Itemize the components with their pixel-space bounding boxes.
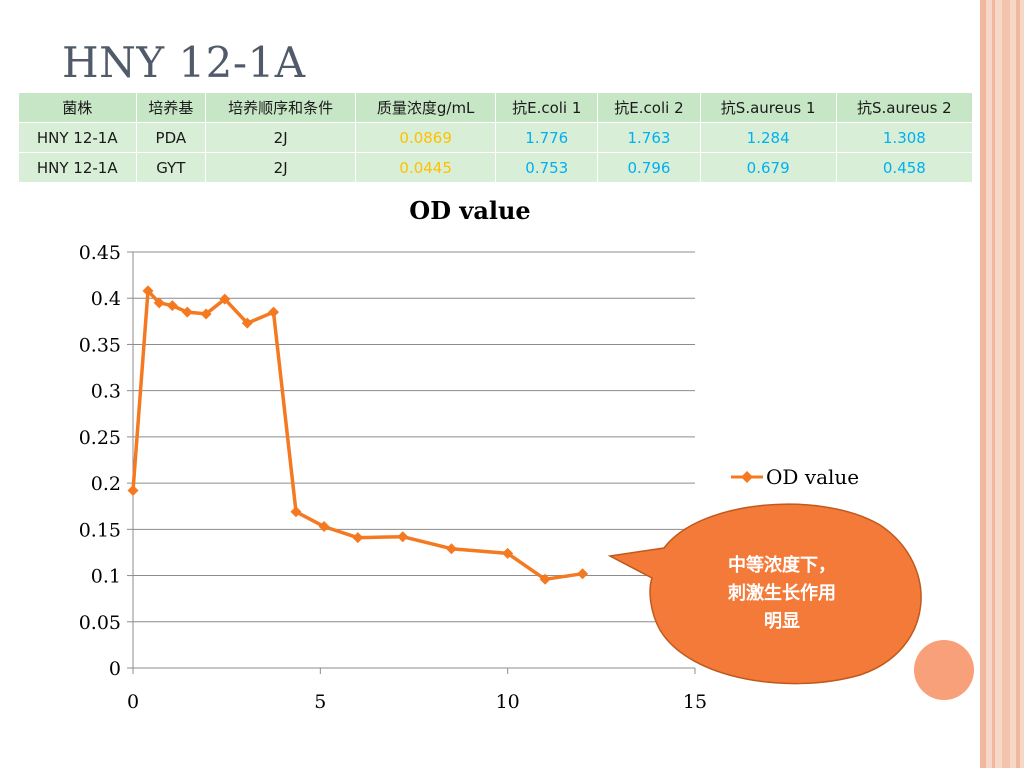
data-point (318, 521, 330, 533)
corner-circle-decoration (914, 640, 974, 700)
cell-saureus-2: 0.458 (835, 152, 974, 183)
cell-ecoli-1: 0.753 (495, 152, 599, 183)
cell-saureus-1: 0.679 (699, 152, 837, 183)
chart-gridlines (133, 251, 695, 623)
y-tick-label: 0.35 (79, 334, 121, 356)
data-point (127, 485, 139, 497)
cell-saureus-1: 1.284 (699, 122, 837, 153)
y-tick-label: 0.05 (79, 612, 121, 634)
y-tick-label: 0 (109, 658, 121, 680)
legend-label: OD value (766, 465, 860, 489)
data-point (153, 297, 165, 309)
data-point (241, 317, 253, 329)
data-point (268, 306, 279, 318)
stripe (980, 0, 986, 768)
header-culture-condition: 培养顺序和条件 (205, 92, 357, 123)
results-table: 菌株 培养基 培养顺序和条件 质量浓度g/mL 抗E.coli 1 抗E.col… (18, 92, 974, 183)
header-medium: 培养基 (135, 92, 207, 123)
header-ecoli-2: 抗E.coli 2 (597, 92, 701, 123)
cell-ecoli-2: 1.763 (597, 122, 701, 153)
cell-condition: 2J (205, 152, 357, 183)
x-tick-label: 15 (683, 691, 707, 713)
chart-title: OD value (409, 196, 531, 225)
cell-strain: HNY 12-1A (18, 152, 137, 183)
slide-title: HNY 12-1A (62, 38, 306, 87)
callout-line: 中等浓度下， (728, 555, 836, 576)
callout-bubble (607, 503, 922, 685)
cell-condition: 2J (205, 122, 357, 153)
table-header-row: 菌株 培养基 培养顺序和条件 质量浓度g/mL 抗E.coli 1 抗E.col… (18, 92, 974, 123)
y-tick-label: 0.45 (79, 242, 121, 264)
data-point (539, 573, 551, 585)
cell-medium: GYT (135, 152, 207, 183)
x-tick-label: 0 (127, 691, 139, 713)
side-stripes-decoration (980, 0, 1024, 768)
data-point (577, 568, 589, 580)
data-point (142, 285, 154, 297)
cell-strain: HNY 12-1A (18, 122, 137, 153)
stripe (1016, 0, 1020, 768)
cell-ecoli-2: 0.796 (597, 152, 701, 183)
stripe (992, 0, 995, 768)
callout-shape (607, 503, 922, 685)
y-tick-label: 0.4 (91, 288, 121, 310)
chart-axes (127, 251, 696, 674)
callout-line: 明显 (764, 611, 800, 632)
x-tick-label: 5 (314, 691, 326, 713)
stripe (1002, 0, 1010, 768)
y-tick-label: 0.15 (79, 519, 121, 541)
cell-medium: PDA (135, 122, 207, 153)
table-row: HNY 12-1A GYT 2J 0.0445 0.753 0.796 0.67… (18, 152, 974, 183)
header-saureus-1: 抗S.aureus 1 (699, 92, 837, 123)
data-point (219, 293, 231, 305)
data-point (181, 306, 193, 318)
cell-concentration: 0.0445 (355, 152, 497, 183)
callout-line: 刺激生长作用 (728, 583, 836, 604)
chart-series (127, 285, 589, 585)
y-tick-label: 0.1 (91, 566, 121, 588)
header-saureus-2: 抗S.aureus 2 (835, 92, 974, 123)
data-point (502, 547, 514, 559)
x-tick-label: 10 (496, 691, 520, 713)
y-tick-label: 0.2 (91, 473, 121, 495)
data-point (397, 531, 409, 543)
cell-saureus-2: 1.308 (835, 122, 974, 153)
y-tick-label: 0.3 (91, 381, 121, 403)
data-point (166, 300, 178, 312)
cell-concentration: 0.0869 (355, 122, 497, 153)
chart-legend: OD value (730, 465, 859, 489)
data-point (290, 506, 302, 518)
data-point (200, 308, 212, 320)
data-point (445, 543, 457, 555)
y-tick-label: 0.25 (79, 427, 121, 449)
chart-tick-labels: 0 0.05 0.1 0.15 0.2 0.25 0.3 0.35 0.4 0.45 0 5 10 15 (79, 242, 707, 713)
callout-text: 中等浓度下， 刺激生长作用 明显 (692, 552, 872, 636)
legend-marker (731, 471, 763, 483)
data-point (352, 532, 364, 544)
